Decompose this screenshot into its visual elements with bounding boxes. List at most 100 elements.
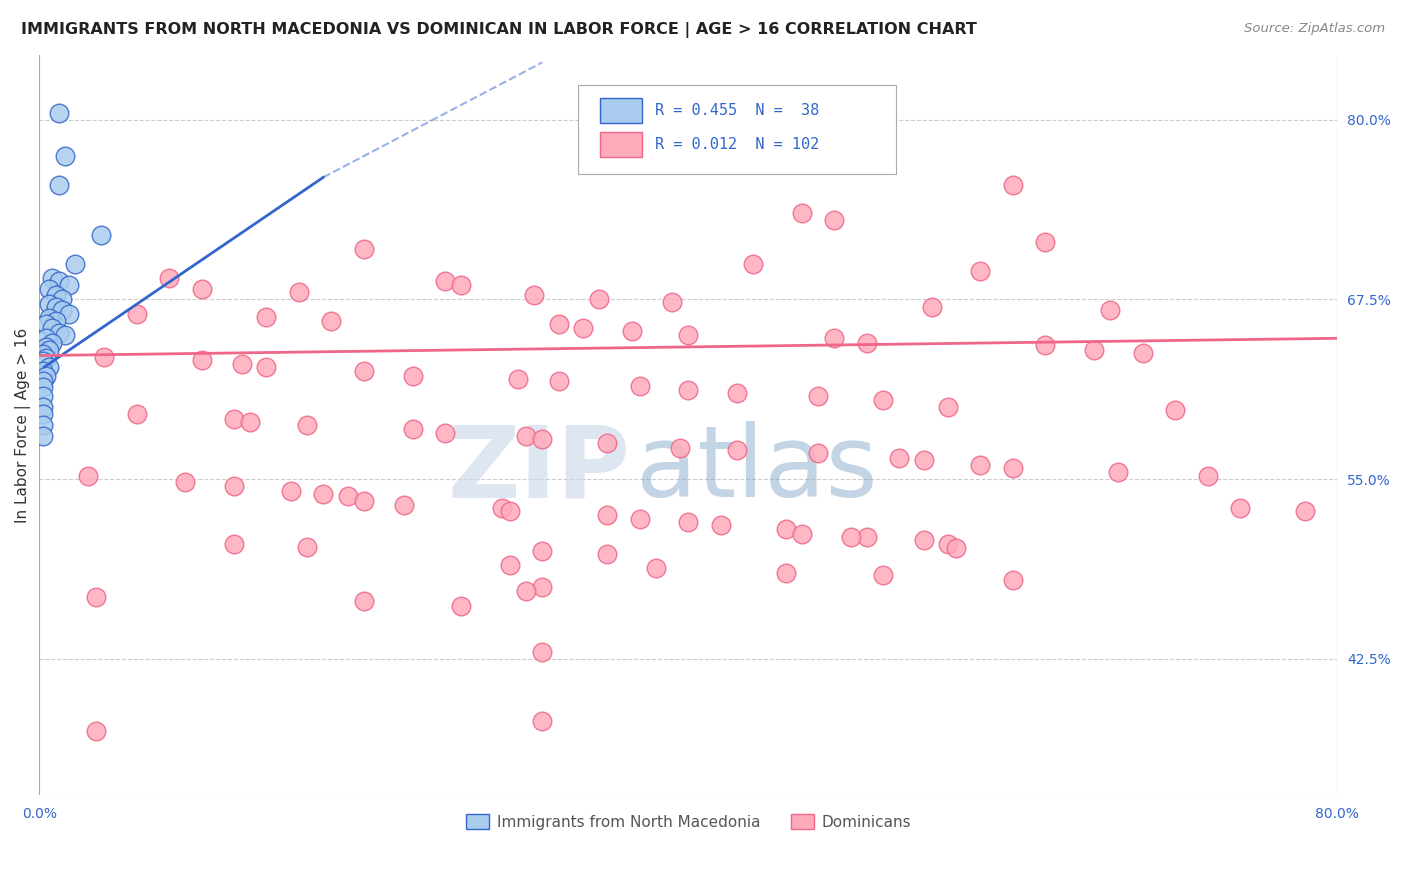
- Text: IMMIGRANTS FROM NORTH MACEDONIA VS DOMINICAN IN LABOR FORCE | AGE > 16 CORRELATI: IMMIGRANTS FROM NORTH MACEDONIA VS DOMIN…: [21, 22, 977, 38]
- Point: [31, 347, 53, 361]
- Point: [312, 486, 335, 500]
- Point: [125, 307, 148, 321]
- Point: [31, 429, 53, 443]
- Point: [515, 429, 537, 443]
- Point: [353, 493, 375, 508]
- Point: [31, 375, 53, 389]
- Point: [231, 357, 253, 371]
- Point: [222, 479, 245, 493]
- Point: [90, 227, 112, 242]
- Point: [531, 580, 554, 594]
- Point: [31, 408, 53, 422]
- Point: [936, 401, 959, 415]
- Point: [336, 490, 359, 504]
- Point: [256, 359, 278, 374]
- Point: [84, 590, 107, 604]
- Point: [433, 426, 456, 441]
- Point: [295, 417, 318, 432]
- Point: [84, 723, 107, 738]
- FancyBboxPatch shape: [578, 85, 896, 174]
- Point: [710, 518, 733, 533]
- Point: [41, 271, 63, 285]
- Point: [823, 213, 845, 227]
- Point: [190, 282, 212, 296]
- Point: [48, 105, 70, 120]
- Point: [1033, 235, 1056, 249]
- Point: [239, 415, 262, 429]
- Point: [506, 371, 529, 385]
- Point: [969, 264, 991, 278]
- Point: [31, 417, 53, 432]
- Point: [190, 352, 212, 367]
- Legend: Immigrants from North Macedonia, Dominicans: Immigrants from North Macedonia, Dominic…: [460, 808, 917, 836]
- Point: [1197, 469, 1219, 483]
- Point: [1099, 302, 1122, 317]
- Point: [588, 293, 610, 307]
- Point: [531, 544, 554, 558]
- Point: [515, 584, 537, 599]
- Point: [1001, 178, 1024, 192]
- Text: R = 0.012  N = 102: R = 0.012 N = 102: [655, 137, 818, 153]
- Point: [48, 274, 70, 288]
- Point: [596, 508, 619, 522]
- Point: [450, 278, 472, 293]
- Point: [63, 256, 86, 270]
- Point: [531, 432, 554, 446]
- Point: [450, 599, 472, 613]
- Point: [93, 350, 115, 364]
- Point: [38, 343, 60, 357]
- Point: [596, 547, 619, 561]
- Point: [499, 504, 522, 518]
- Point: [256, 310, 278, 324]
- Point: [678, 328, 700, 343]
- Point: [523, 288, 546, 302]
- Point: [628, 512, 651, 526]
- Point: [58, 307, 80, 321]
- Point: [35, 340, 58, 354]
- Point: [41, 321, 63, 335]
- Point: [1033, 338, 1056, 352]
- Point: [31, 354, 53, 368]
- Point: [353, 364, 375, 378]
- Point: [401, 368, 423, 383]
- Point: [41, 335, 63, 350]
- Point: [912, 453, 935, 467]
- Point: [620, 324, 643, 338]
- Point: [394, 498, 416, 512]
- Point: [572, 321, 595, 335]
- Point: [38, 359, 60, 374]
- Point: [1107, 465, 1129, 479]
- Point: [157, 271, 180, 285]
- Text: ZIP: ZIP: [447, 421, 630, 518]
- Point: [856, 335, 879, 350]
- Point: [872, 393, 894, 408]
- Point: [547, 375, 569, 389]
- Point: [31, 364, 53, 378]
- Point: [53, 328, 76, 343]
- Point: [628, 378, 651, 392]
- Point: [725, 385, 748, 400]
- Point: [38, 311, 60, 326]
- Point: [280, 483, 302, 498]
- Point: [889, 450, 911, 465]
- Point: [790, 206, 813, 220]
- Point: [51, 302, 73, 317]
- Point: [45, 288, 67, 302]
- Point: [912, 533, 935, 547]
- Point: [1132, 345, 1154, 359]
- Point: [1083, 343, 1105, 357]
- Point: [856, 530, 879, 544]
- Point: [1229, 500, 1251, 515]
- Point: [547, 317, 569, 331]
- Point: [45, 314, 67, 328]
- Point: [1294, 504, 1316, 518]
- Point: [38, 297, 60, 311]
- Point: [661, 295, 683, 310]
- Point: [125, 408, 148, 422]
- Point: [401, 422, 423, 436]
- Point: [433, 274, 456, 288]
- Point: [35, 351, 58, 366]
- Point: [45, 300, 67, 314]
- Point: [288, 285, 311, 300]
- Point: [38, 282, 60, 296]
